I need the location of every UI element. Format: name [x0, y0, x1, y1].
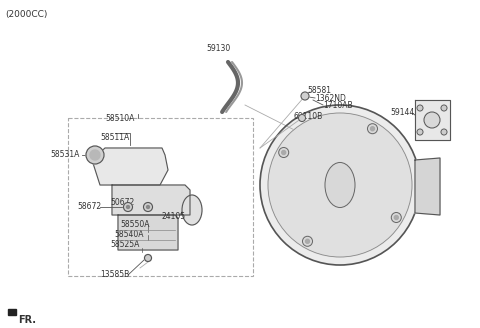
Polygon shape — [112, 185, 190, 215]
Ellipse shape — [325, 162, 355, 208]
Polygon shape — [92, 148, 168, 185]
Text: (2000CC): (2000CC) — [5, 10, 48, 19]
Text: FR.: FR. — [18, 315, 36, 325]
Text: 50672: 50672 — [110, 198, 134, 207]
Text: 59130: 59130 — [206, 44, 230, 53]
Circle shape — [305, 239, 310, 243]
Text: 59144: 59144 — [390, 108, 414, 117]
Text: 58510A: 58510A — [105, 114, 134, 123]
Circle shape — [279, 148, 288, 157]
Circle shape — [268, 113, 412, 257]
Polygon shape — [415, 158, 440, 215]
Text: 58672: 58672 — [77, 202, 101, 211]
Circle shape — [441, 129, 447, 135]
Circle shape — [282, 151, 286, 154]
Text: 69110B: 69110B — [293, 112, 322, 121]
Circle shape — [146, 206, 149, 209]
Text: 58581: 58581 — [307, 86, 331, 95]
Circle shape — [144, 202, 153, 212]
Text: 58550A: 58550A — [120, 220, 149, 229]
Text: 1362ND: 1362ND — [315, 94, 346, 103]
Circle shape — [123, 202, 132, 212]
Circle shape — [144, 255, 152, 261]
Circle shape — [417, 129, 423, 135]
Text: 58525A: 58525A — [110, 240, 139, 249]
Text: 1710AB: 1710AB — [323, 101, 353, 110]
Polygon shape — [118, 215, 178, 250]
Polygon shape — [415, 100, 450, 140]
Circle shape — [302, 236, 312, 246]
Circle shape — [368, 124, 377, 134]
Text: 24105: 24105 — [162, 212, 186, 221]
Circle shape — [127, 206, 130, 209]
Circle shape — [394, 215, 398, 219]
Text: 58511A: 58511A — [100, 133, 129, 142]
Circle shape — [371, 127, 374, 131]
Circle shape — [301, 92, 309, 100]
Circle shape — [417, 105, 423, 111]
Bar — [8, 309, 16, 315]
Circle shape — [299, 114, 305, 121]
Ellipse shape — [182, 195, 202, 225]
Circle shape — [90, 150, 100, 160]
Text: 13585B: 13585B — [100, 270, 129, 279]
Circle shape — [86, 146, 104, 164]
Text: 58531A: 58531A — [50, 150, 79, 159]
Circle shape — [441, 105, 447, 111]
Circle shape — [391, 213, 401, 222]
Circle shape — [260, 105, 420, 265]
Circle shape — [424, 112, 440, 128]
Bar — [68, 118, 253, 276]
Text: 58540A: 58540A — [114, 230, 144, 239]
